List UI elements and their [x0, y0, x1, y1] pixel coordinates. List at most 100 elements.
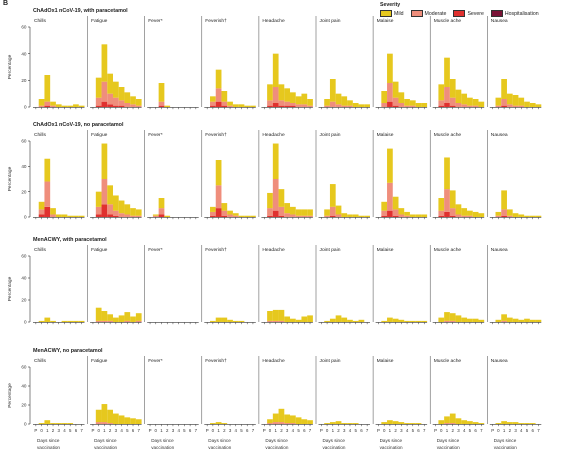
- x-axis-label-line1: Days since: [151, 438, 174, 443]
- panel-3: Feverish† P 0 1 2 3 4 5 6 7 Days since vaccination: [201, 356, 256, 450]
- row-title: ChAdOx1 nCoV-19, no paracetamol: [33, 122, 124, 128]
- panel-6: Malaise P 0 1 2 3 4 5 6 7 Days since vaccination: [372, 356, 428, 450]
- panel-8: Nausea: [487, 130, 542, 220]
- x-tick-label: 3: [400, 428, 403, 433]
- bar-moderate: [135, 105, 142, 107]
- bar-mild: [535, 215, 542, 217]
- bar-severe: [210, 105, 216, 107]
- bar-mild: [118, 87, 125, 101]
- x-tick-label: 1: [389, 428, 392, 433]
- bar-mild: [107, 409, 113, 424]
- legend-label-severe: Severe: [467, 10, 484, 17]
- bar-moderate: [392, 209, 399, 216]
- bar-mild: [518, 214, 525, 217]
- bar-mild: [38, 320, 45, 322]
- panel-4: Headache: [258, 16, 313, 110]
- bar-mild: [221, 423, 228, 424]
- bar-mild: [95, 77, 102, 98]
- bar-mild: [461, 93, 468, 105]
- bar-mild: [455, 418, 462, 424]
- bar-moderate: [227, 105, 233, 107]
- x-axis-label-line2: vaccination: [380, 445, 403, 450]
- symptom-label: Headache: [262, 358, 285, 364]
- bar-mild: [301, 419, 308, 424]
- panel-7: Muscle ache: [429, 16, 485, 110]
- x-tick-label: 4: [520, 428, 523, 433]
- bar-moderate: [444, 423, 450, 424]
- x-tick-label: 2: [166, 428, 169, 433]
- bar-mild: [341, 423, 348, 424]
- bar-moderate: [449, 423, 456, 424]
- x-tick-label: 7: [537, 428, 540, 433]
- bar-severe: [38, 214, 45, 217]
- x-tick-label: 6: [246, 428, 249, 433]
- bar-mild: [324, 209, 330, 216]
- x-tick-label: 5: [240, 428, 243, 433]
- x-tick-label: 4: [349, 428, 352, 433]
- bar-moderate: [267, 423, 273, 424]
- x-tick-label: 2: [109, 428, 112, 433]
- bar-moderate: [495, 105, 502, 107]
- bar-mild: [38, 99, 45, 106]
- bar-mild: [438, 198, 445, 211]
- y-axis-label: Percentage: [7, 54, 13, 79]
- symptom-label: Fever*: [148, 247, 163, 253]
- bar-mild: [307, 209, 313, 216]
- x-tick-label: 7: [423, 428, 426, 433]
- bar-mild: [449, 79, 456, 98]
- bar-moderate: [301, 215, 308, 217]
- bar-moderate: [335, 104, 342, 107]
- bar-mild: [404, 211, 410, 216]
- bar-moderate: [101, 320, 108, 322]
- bar-moderate: [324, 105, 330, 107]
- x-tick-label: 3: [58, 428, 61, 433]
- x-axis-label-line2: vaccination: [94, 445, 117, 450]
- bar-mild: [387, 148, 393, 183]
- bar-severe: [101, 101, 108, 107]
- panel-0: Chills P 0 1 2 3 4 5 6 7 Days since vaccination: [33, 358, 85, 450]
- bar-mild: [272, 143, 279, 179]
- x-axis-label-line2: vaccination: [208, 445, 231, 450]
- bar-severe: [438, 215, 445, 217]
- bar-mild: [95, 409, 102, 423]
- bar-severe: [210, 215, 216, 217]
- bar-mild: [78, 320, 85, 322]
- x-axis-label-line1: Days since: [208, 438, 231, 443]
- bar-moderate: [101, 81, 108, 102]
- bar-mild: [67, 423, 74, 424]
- x-axis-label-line1: Days since: [94, 438, 117, 443]
- bar-severe: [444, 103, 450, 107]
- x-tick-label: 5: [526, 428, 529, 433]
- bar-moderate: [107, 204, 113, 215]
- bar-mild: [210, 320, 216, 322]
- symptom-label: Joint pain: [320, 247, 341, 253]
- symptom-label: Fatigue: [91, 18, 108, 24]
- bar-mild: [227, 210, 233, 215]
- bar-moderate: [444, 189, 450, 212]
- bar-severe: [215, 208, 222, 217]
- bar-moderate: [387, 182, 393, 211]
- bar-mild: [467, 210, 473, 216]
- bar-mild: [449, 313, 456, 321]
- symptom-label: Malaise: [377, 358, 394, 364]
- bar-severe: [118, 105, 125, 107]
- bar-severe: [272, 210, 279, 217]
- bar-severe: [221, 105, 228, 107]
- bar-moderate: [278, 320, 285, 322]
- x-tick-label: P: [149, 428, 152, 433]
- bar-mild: [164, 215, 171, 217]
- bar-mild: [358, 215, 365, 217]
- bar-mild: [118, 200, 125, 214]
- bar-mild: [124, 92, 131, 103]
- bar-mild: [272, 413, 279, 423]
- symptom-label: Fever*: [148, 18, 163, 24]
- bar-mild: [101, 404, 108, 423]
- bar-mild: [307, 99, 313, 106]
- bar-mild: [398, 92, 405, 103]
- y-tick-label: 0: [24, 320, 27, 325]
- bar-severe: [158, 214, 165, 217]
- panel-3: Feverish†: [201, 130, 256, 220]
- bar-mild: [415, 103, 422, 107]
- bar-mild: [118, 415, 125, 424]
- panel-8: Nausea P 0 1 2 3 4 5 6 7 Days since vaccination: [487, 356, 542, 450]
